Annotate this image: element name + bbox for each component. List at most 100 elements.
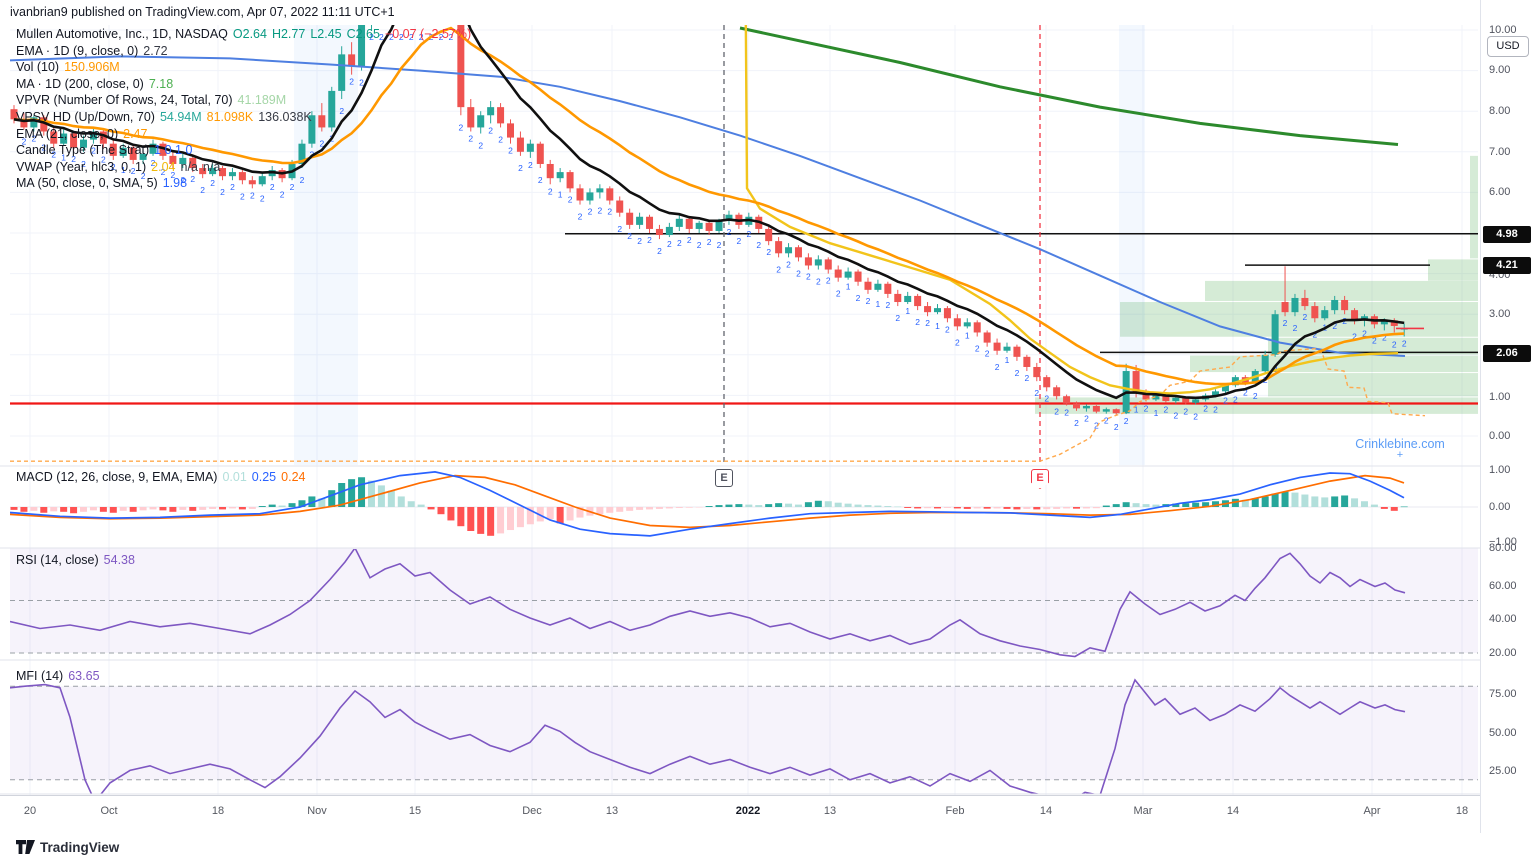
svg-text:2: 2 [915, 317, 920, 327]
svg-text:2: 2 [1015, 368, 1020, 378]
tradingview-brand-text[interactable]: TradingView [40, 840, 120, 855]
legend-row-vpsv-hd[interactable]: VPSV HD (Up/Down, 70) 54.94M 81.098K 136.03… [16, 109, 312, 124]
time-label: Oct [100, 805, 118, 817]
legend-row-symbol[interactable]: Mullen Automotive, Inc., 1D, NASDAQ O2.64… [16, 27, 472, 41]
legend-row-vpvr[interactable]: VPVR (Number Of Rows, 24, Total, 70) 41.1… [16, 93, 287, 108]
svg-text:2: 2 [200, 185, 205, 195]
currency-toggle-button[interactable]: USD [1487, 36, 1529, 57]
watermark-link[interactable]: Crinklebine.com + [1352, 437, 1448, 461]
price-scale[interactable]: USD 10.00 9.00 8.00 7.00 6.00 4.00 3.00 1.00 0.0… [1480, 0, 1536, 833]
ma200-line [739, 26, 1399, 146]
legend-row-candle-type-strat[interactable]: Candle Type (The Strat) 1 0 1 0 [16, 143, 193, 158]
svg-text:1: 1 [1154, 408, 1159, 418]
svg-text:2: 2 [161, 167, 166, 177]
legend-row-ema-1d-9[interactable]: EMA · 1D (9, close, 0) 2.72 [16, 43, 168, 58]
svg-text:2: 2 [220, 187, 225, 197]
axis-label: −1.00 [1489, 536, 1517, 548]
axis-label: 8.00 [1489, 105, 1511, 117]
svg-text:2: 2 [1044, 393, 1049, 403]
svg-text:2: 2 [816, 277, 821, 287]
svg-text:2: 2 [1233, 394, 1238, 404]
svg-text:2: 2 [717, 240, 722, 250]
svg-text:2: 2 [1164, 405, 1169, 415]
ema21-line [13, 26, 1405, 386]
rsi-pane[interactable] [10, 548, 1406, 658]
axis-label: 7.00 [1489, 146, 1511, 158]
svg-text:2: 2 [1114, 422, 1119, 432]
time-scale[interactable]: 20 Oct 18 Nov 15 Dec 13 2022 13 Feb 14 Mar 14 Apr 18 [0, 795, 1480, 834]
svg-text:2: 2 [180, 175, 185, 185]
svg-text:2: 2 [210, 178, 215, 188]
svg-text:2: 2 [1084, 414, 1089, 424]
svg-text:2: 2 [290, 182, 295, 192]
earnings-marker[interactable]: E [715, 469, 733, 487]
svg-text:2: 2 [697, 240, 702, 250]
overlay-lines [10, 25, 1426, 462]
svg-text:2: 2 [1303, 312, 1308, 322]
svg-text:2: 2 [319, 139, 324, 149]
legend-row-ma-50[interactable]: MA (50, close, 0, SMA, 5) 1.98 [16, 176, 188, 191]
svg-text:2: 2 [826, 276, 831, 286]
svg-text:2: 2 [538, 175, 543, 185]
svg-text:2: 2 [81, 159, 86, 169]
svg-text:2: 2 [240, 191, 245, 201]
time-label: Nov [307, 805, 327, 817]
svg-text:2: 2 [300, 175, 305, 185]
svg-text:1: 1 [846, 282, 851, 292]
svg-text:2: 2 [637, 236, 642, 246]
time-label: 14 [1039, 805, 1053, 817]
svg-text:2: 2 [528, 160, 533, 170]
legend-row-ema-21[interactable]: EMA (21, close, 0) 2.47 [16, 126, 148, 141]
svg-text:2: 2 [91, 146, 96, 156]
svg-text:2: 2 [111, 162, 116, 172]
svg-text:2: 2 [1243, 387, 1248, 397]
svg-text:2: 2 [568, 194, 573, 204]
svg-text:2: 2 [786, 259, 791, 269]
svg-text:1: 1 [61, 153, 66, 163]
svg-text:2: 2 [449, 32, 454, 42]
axis-label: 80.00 [1489, 542, 1517, 554]
svg-text:2: 2 [1273, 364, 1278, 374]
svg-text:2: 2 [41, 143, 46, 153]
axis-label: 1.00 [1489, 464, 1511, 476]
macd-legend[interactable]: MACD (12, 26, close, 9, EMA, EMA) 0.01 0.2… [16, 470, 306, 484]
price-levels[interactable] [10, 233, 1478, 405]
svg-text:1: 1 [935, 321, 940, 331]
axis-label: 25.00 [1489, 765, 1517, 777]
rsi-line [10, 549, 1406, 658]
mfi-pane[interactable] [10, 678, 1406, 795]
svg-text:2: 2 [339, 106, 344, 116]
time-label: 2022 [735, 805, 761, 817]
tradingview-logo-icon[interactable] [16, 840, 35, 855]
svg-text:2: 2 [250, 190, 255, 200]
svg-text:2: 2 [598, 205, 603, 215]
rsi-legend[interactable]: RSI (14, close) 54.38 [16, 553, 135, 567]
svg-text:2: 2 [151, 158, 156, 168]
svg-text:2: 2 [171, 170, 176, 180]
svg-text:2: 2 [131, 166, 136, 176]
legend-row-vol[interactable]: Vol (10) 150.906M [16, 60, 120, 75]
earnings-marker[interactable]: E [1031, 469, 1049, 489]
svg-text:2: 2 [627, 231, 632, 241]
svg-text:2: 2 [1382, 332, 1387, 342]
svg-text:2: 2 [71, 154, 76, 164]
svg-text:2: 2 [508, 146, 513, 156]
candles[interactable] [10, 25, 1408, 415]
vwap-line [744, 25, 1399, 395]
mfi-legend[interactable]: MFI (14) 63.65 [16, 669, 100, 683]
svg-text:2: 2 [1124, 416, 1129, 426]
macd-signal-line [10, 474, 1405, 529]
legend-row-ma-1d-200[interactable]: MA · 1D (200, close, 0) 7.18 [16, 76, 174, 91]
svg-text:2: 2 [866, 296, 871, 306]
macd-pane[interactable] [10, 471, 1408, 537]
svg-text:2: 2 [796, 268, 801, 278]
watermark-text[interactable]: Crinklebine.com [1355, 437, 1445, 451]
time-label: 18 [211, 805, 225, 817]
svg-text:2: 2 [756, 240, 761, 250]
svg-text:2: 2 [1144, 403, 1149, 413]
legend-row-vwap-year[interactable]: VWAP (Year, hlc3, 0, 1) 2.04 n/a n/a [16, 159, 221, 174]
svg-text:1: 1 [965, 330, 970, 340]
time-label: Dec [522, 805, 542, 817]
svg-text:2: 2 [578, 212, 583, 222]
